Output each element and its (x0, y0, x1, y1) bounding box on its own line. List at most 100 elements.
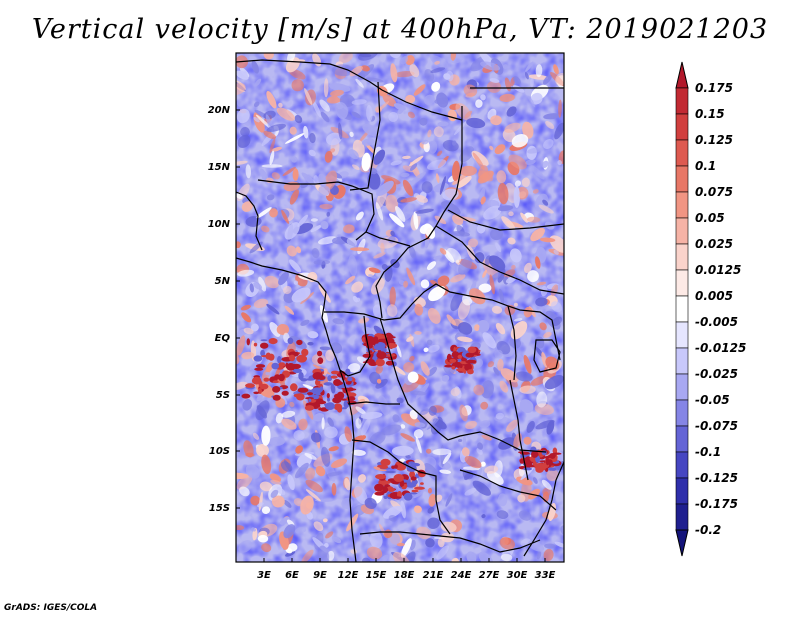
lat-label-5n: 5N (215, 276, 231, 287)
field-texture-blob (427, 366, 437, 377)
field-texture-blob (455, 216, 477, 222)
field-texture-blob (318, 408, 326, 411)
field-texture-blob (481, 380, 494, 399)
field-texture-blob (278, 373, 285, 382)
field-texture-blob (347, 396, 356, 401)
field-texture-blob (482, 332, 497, 349)
field-texture-blob (326, 132, 342, 146)
field-texture-blob (362, 123, 380, 137)
field-texture-blob (426, 448, 432, 454)
field-texture-blob (409, 409, 418, 420)
field-texture-blob (376, 378, 382, 384)
field-texture-blob (305, 489, 321, 502)
field-texture-blob (278, 362, 286, 368)
field-texture-blob (236, 83, 246, 96)
field-texture-blob (393, 474, 404, 482)
field-texture-blob (327, 397, 330, 402)
field-texture-blob (523, 467, 532, 471)
field-texture-blob (345, 275, 356, 285)
colorbar-bin (675, 269, 689, 297)
field-texture-blob (318, 185, 331, 196)
field-texture-blob (338, 122, 343, 140)
field-texture-blob (400, 172, 410, 178)
field-texture-blob (553, 64, 559, 75)
field-texture-blob (348, 254, 358, 277)
field-texture-blob (278, 271, 289, 286)
field-texture-blob (261, 506, 271, 515)
field-texture-blob (439, 176, 446, 195)
field-texture-blob (414, 303, 424, 316)
field-texture-blob (314, 388, 320, 391)
field-texture-blob (269, 322, 281, 337)
field-texture-blob (518, 510, 532, 521)
field-texture-blob (542, 74, 552, 85)
field-texture-blob (536, 551, 542, 560)
colorbar-label: 0.005 (695, 289, 733, 303)
colorbar-bin (675, 113, 689, 141)
field-texture-blob (320, 111, 330, 123)
field-texture-blob (351, 111, 361, 119)
field-texture-blob (293, 430, 305, 441)
field-texture-blob (536, 391, 548, 408)
field-texture-blob (427, 487, 433, 494)
field-texture-blob (271, 172, 280, 180)
field-texture-blob (457, 354, 462, 359)
colorbar-label: -0.005 (695, 315, 738, 329)
field-texture-blob (337, 104, 344, 110)
field-texture-blob (508, 154, 527, 170)
field-texture-blob (392, 414, 400, 423)
colorbar-label: -0.0125 (695, 341, 746, 355)
field-texture-blob (300, 378, 308, 382)
field-texture-blob (453, 121, 467, 136)
field-texture-blob (279, 516, 290, 525)
field-texture-blob (424, 413, 439, 431)
field-texture-blob (509, 248, 522, 263)
colorbar-bin (675, 347, 689, 375)
field-texture-blob (366, 105, 373, 122)
field-texture-blob (542, 199, 549, 206)
field-texture-blob (464, 487, 477, 496)
field-texture-blob (538, 439, 549, 447)
field-texture-blob (294, 115, 303, 124)
field-texture-blob (497, 493, 508, 507)
field-texture-blob (324, 426, 338, 439)
field-texture-blob (415, 208, 434, 214)
field-texture-blob (513, 186, 520, 208)
field-texture-blob (368, 267, 381, 274)
field-texture-blob (528, 488, 541, 500)
field-texture-blob (497, 182, 509, 205)
colorbar (675, 61, 689, 557)
field-texture-blob (297, 214, 309, 228)
field-texture-blob (319, 203, 333, 210)
field-texture-blob (388, 514, 398, 522)
colorbar-bin (675, 451, 689, 479)
field-texture-blob (473, 384, 485, 396)
field-texture-blob (260, 339, 268, 342)
field-texture-blob (405, 94, 416, 104)
field-texture-blob (469, 288, 486, 305)
field-texture-blob (513, 318, 523, 322)
lon-label-30e: 30E (507, 570, 528, 581)
field-texture-blob (440, 521, 457, 533)
field-texture-blob (551, 316, 563, 327)
field-texture-blob (450, 53, 457, 61)
field-texture-blob (238, 540, 253, 553)
lat-label-20n: 20N (208, 105, 231, 116)
field-texture-blob (310, 224, 322, 233)
field-texture-blob (287, 474, 295, 491)
field-texture-blob (308, 149, 316, 157)
field-texture-blob (489, 78, 500, 83)
field-texture-blob (326, 211, 331, 217)
field-texture-blob (255, 364, 266, 368)
field-texture-blob (266, 194, 275, 201)
field-texture-blob (499, 93, 515, 102)
field-texture-blob (487, 361, 495, 368)
field-texture-blob (507, 237, 516, 245)
field-texture-blob (402, 303, 416, 316)
field-texture-blob (394, 496, 402, 499)
field-texture-blob (477, 442, 484, 450)
field-texture-blob (480, 461, 486, 467)
field-texture-blob (386, 343, 398, 349)
field-texture-blob (292, 368, 302, 373)
field-texture-blob (481, 434, 492, 441)
